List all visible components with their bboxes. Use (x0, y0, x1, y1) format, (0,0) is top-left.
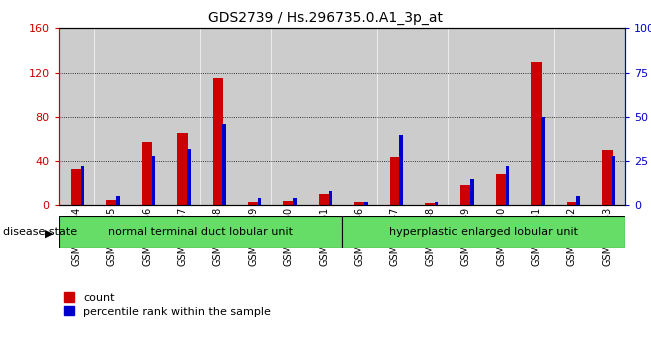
Bar (223, 124, 226, 205)
Bar (201, 28, 235, 205)
Bar (130, 28, 164, 205)
Bar (470, 179, 474, 205)
Bar (484, 28, 518, 205)
Bar (81, 166, 85, 205)
Bar (531, 62, 542, 205)
Bar (460, 185, 471, 205)
Bar (177, 133, 187, 205)
Bar (319, 194, 329, 205)
Bar (354, 202, 365, 205)
Text: ▶: ▶ (45, 229, 53, 239)
Bar (258, 198, 262, 205)
FancyBboxPatch shape (59, 216, 342, 248)
Bar (106, 200, 117, 205)
Bar (496, 175, 506, 205)
Bar (590, 28, 624, 205)
Bar (364, 202, 368, 205)
Text: hyperplastic enlarged lobular unit: hyperplastic enlarged lobular unit (389, 227, 578, 237)
Bar (71, 169, 81, 205)
Bar (329, 191, 332, 205)
Bar (425, 203, 436, 205)
Bar (142, 142, 152, 205)
Bar (152, 156, 155, 205)
Bar (294, 198, 297, 205)
Bar (577, 196, 580, 205)
Bar (602, 150, 613, 205)
Bar (307, 28, 341, 205)
Bar (117, 196, 120, 205)
Bar (389, 156, 400, 205)
Bar (435, 202, 438, 205)
Bar (187, 149, 191, 205)
Text: GDS2739 / Hs.296735.0.A1_3p_at: GDS2739 / Hs.296735.0.A1_3p_at (208, 11, 443, 25)
Bar (94, 28, 129, 205)
Bar (248, 202, 258, 205)
Bar (612, 156, 615, 205)
Bar (555, 28, 589, 205)
Bar (413, 28, 447, 205)
Bar (271, 28, 306, 205)
Bar (236, 28, 270, 205)
FancyBboxPatch shape (342, 216, 625, 248)
Legend: count, percentile rank within the sample: count, percentile rank within the sample (64, 292, 271, 316)
Bar (541, 117, 545, 205)
Bar (378, 28, 412, 205)
Bar (213, 78, 223, 205)
Text: normal terminal duct lobular unit: normal terminal duct lobular unit (107, 227, 293, 237)
Bar (342, 28, 376, 205)
Bar (506, 166, 509, 205)
Text: disease state: disease state (3, 227, 77, 237)
Bar (519, 28, 553, 205)
Bar (283, 201, 294, 205)
Bar (165, 28, 199, 205)
Bar (449, 28, 482, 205)
Bar (566, 202, 577, 205)
Bar (400, 135, 403, 205)
Bar (59, 28, 93, 205)
